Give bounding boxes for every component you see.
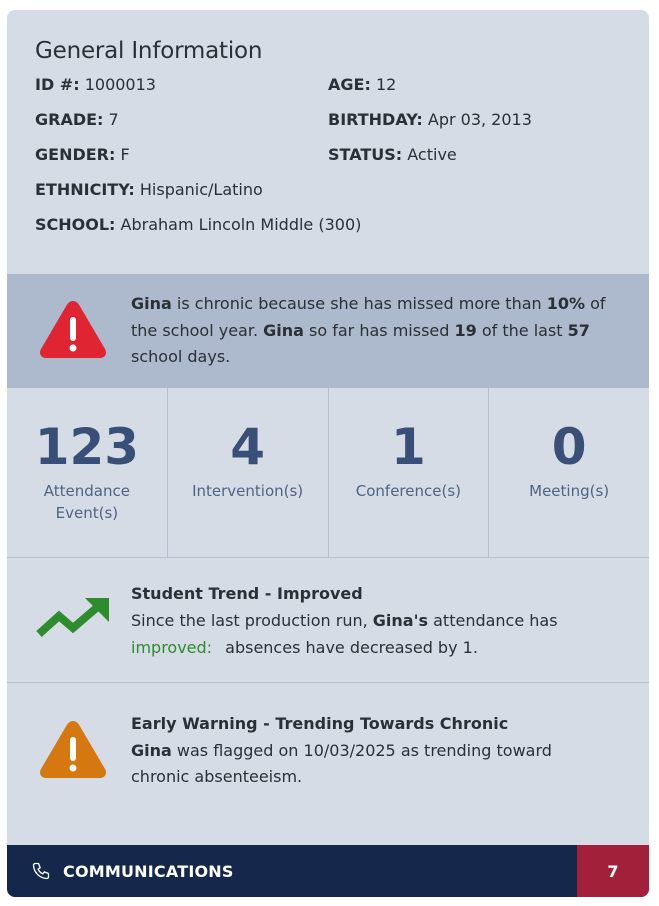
warning-body: Gina was flagged on 10/03/2025 as trendi… bbox=[131, 740, 552, 787]
stats-row: 123 Attendance Event(s) 4 Intervention(s… bbox=[7, 388, 649, 558]
communications-bar[interactable]: COMMUNICATIONS 7 bbox=[7, 845, 649, 897]
stat-label: Attendance Event(s) bbox=[43, 482, 130, 522]
stat-value: 123 bbox=[34, 418, 140, 476]
status-field: STATUS: Active bbox=[328, 145, 457, 164]
trending-up-icon bbox=[35, 596, 111, 644]
stat-label: Conference(s) bbox=[355, 482, 461, 500]
student-trend-text: Student Trend - Improved Since the last … bbox=[131, 580, 558, 661]
trend-heading: Student Trend - Improved bbox=[131, 583, 363, 603]
stat-interventions[interactable]: 4 Intervention(s) bbox=[168, 388, 329, 557]
birthday-field: BIRTHDAY: Apr 03, 2013 bbox=[328, 110, 532, 129]
phone-icon bbox=[32, 862, 50, 880]
age-field: AGE: 12 bbox=[328, 75, 397, 94]
warning-heading: Early Warning - Trending Towards Chronic bbox=[131, 714, 509, 733]
stat-value: 1 bbox=[390, 418, 426, 476]
early-warning-section: Early Warning - Trending Towards Chronic… bbox=[7, 683, 649, 803]
communications-count-badge: 7 bbox=[577, 845, 649, 897]
gender-field: GENDER: F bbox=[35, 145, 130, 164]
section-title: General Information bbox=[35, 38, 263, 64]
grade-field: GRADE: 7 bbox=[35, 110, 119, 129]
error-triangle-icon bbox=[37, 297, 109, 365]
chronic-alert-text: Gina is chronic because she has missed m… bbox=[131, 294, 606, 367]
warning-triangle-icon bbox=[37, 717, 109, 785]
communications-label: COMMUNICATIONS bbox=[63, 861, 234, 881]
general-information-section: General Information ID #: 1000013 AGE: 1… bbox=[7, 10, 649, 274]
stat-conferences[interactable]: 1 Conference(s) bbox=[329, 388, 490, 557]
stat-value: 0 bbox=[551, 418, 587, 476]
stat-meetings[interactable]: 0 Meeting(s) bbox=[489, 388, 649, 557]
student-trend-section: Student Trend - Improved Since the last … bbox=[7, 558, 649, 683]
stat-value: 4 bbox=[230, 418, 266, 476]
id-field: ID #: 1000013 bbox=[35, 75, 156, 94]
stat-label: Intervention(s) bbox=[192, 482, 304, 500]
info-grid: ID #: 1000013 AGE: 12 GRADE: 7 BIRTHDAY:… bbox=[35, 76, 621, 234]
trend-body: Since the last production run, Gina's at… bbox=[131, 610, 558, 657]
school-field: SCHOOL: Abraham Lincoln Middle (300) bbox=[35, 215, 362, 234]
ethnicity-field: ETHNICITY: Hispanic/Latino bbox=[35, 180, 263, 199]
early-warning-text: Early Warning - Trending Towards Chronic… bbox=[131, 711, 611, 791]
stat-attendance-events[interactable]: 123 Attendance Event(s) bbox=[7, 388, 168, 557]
chronic-alert-banner: Gina is chronic because she has missed m… bbox=[7, 274, 649, 388]
stat-label: Meeting(s) bbox=[529, 482, 610, 500]
student-info-card: General Information ID #: 1000013 AGE: 1… bbox=[7, 10, 649, 897]
